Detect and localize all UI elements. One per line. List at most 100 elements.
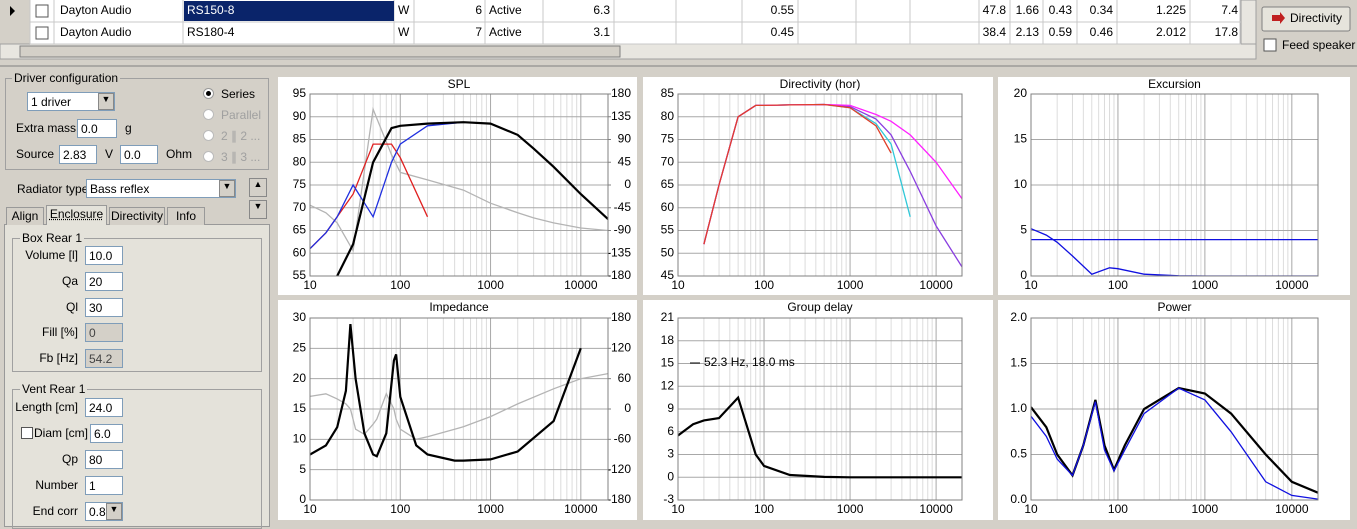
- x-tick-label: 10000: [1275, 502, 1309, 516]
- radiator-select[interactable]: Bass reflex: [86, 179, 236, 198]
- field-readonly: 0: [85, 323, 123, 342]
- field-input[interactable]: 80: [85, 450, 123, 469]
- plot-border: [1030, 93, 1319, 277]
- plot-border: [677, 317, 963, 501]
- table-cell: Active: [489, 25, 522, 39]
- y2-tick-label: -120: [607, 462, 631, 476]
- y2-tick-label: -90: [614, 223, 632, 237]
- y-tick-label: 45: [661, 268, 675, 282]
- table-cell: 3.1: [593, 25, 610, 39]
- tab[interactable]: Align: [6, 207, 44, 225]
- table-cell: 0.43: [1049, 3, 1073, 17]
- series-line: [678, 395, 962, 479]
- group-title: Vent Rear 1: [20, 382, 88, 396]
- field-label: Length [cm]: [15, 400, 78, 414]
- x-tick-label: 10: [671, 278, 685, 292]
- scroll-thumb[interactable]: [19, 45, 621, 58]
- y-tick-label: 70: [293, 200, 307, 214]
- field-input[interactable]: 6.0: [90, 424, 123, 443]
- field-input[interactable]: 10.0: [85, 246, 123, 265]
- dropdown-arrow[interactable]: ▼: [98, 93, 114, 110]
- y-tick-label: 20: [293, 371, 307, 385]
- directivity-button[interactable]: [1261, 6, 1351, 32]
- unit-label: V: [105, 147, 114, 161]
- radio-label[interactable]: Series: [221, 87, 256, 101]
- dropdown-arrow[interactable]: ▼: [106, 503, 122, 520]
- feed-speaker-label[interactable]: Feed speaker: [1282, 38, 1355, 52]
- source-resistance-input[interactable]: 0.0: [120, 145, 158, 164]
- feed-speaker-checkbox[interactable]: [1263, 38, 1277, 52]
- row-checkbox[interactable]: [35, 26, 49, 40]
- field-input[interactable]: 30: [85, 298, 123, 317]
- radio-label[interactable]: 3 ∥ 3 ...: [221, 150, 261, 164]
- y-tick-label: 0.0: [1010, 492, 1027, 506]
- y2-tick-label: 120: [611, 341, 631, 355]
- field-label: Diam [cm]: [34, 426, 88, 440]
- x-tick-label: 100: [754, 278, 774, 292]
- move-down-button[interactable]: ▼: [249, 200, 267, 219]
- y-tick-label: 0: [1020, 268, 1027, 282]
- y-tick-label: 55: [661, 223, 675, 237]
- annotation: 52.3 Hz, 18.0 ms: [704, 355, 795, 369]
- y-tick-label: 90: [293, 109, 307, 123]
- select-value: 1 driver: [31, 95, 72, 109]
- y2-tick-label: 45: [618, 154, 632, 168]
- field-input[interactable]: 24.0: [85, 398, 123, 417]
- y-tick-label: 75: [293, 177, 307, 191]
- vertical-scrollbar[interactable]: [1240, 0, 1257, 45]
- radio-label[interactable]: 2 ∥ 2 ...: [221, 129, 261, 143]
- tab[interactable]: Info: [167, 207, 205, 225]
- x-tick-label: 100: [1108, 502, 1128, 516]
- directivity-button-label[interactable]: Directivity: [1290, 11, 1342, 25]
- x-tick-label: 10000: [564, 502, 598, 516]
- y-tick-label: 55: [293, 268, 307, 282]
- y2-tick-label: 180: [611, 86, 631, 100]
- table-cell: RS180-4: [187, 25, 235, 39]
- y-tick-label: 10: [1014, 177, 1028, 191]
- table-cell: 0.45: [771, 25, 795, 39]
- table-cell: 6: [475, 3, 482, 17]
- dropdown-arrow[interactable]: ▼: [219, 180, 235, 197]
- radio-label[interactable]: Parallel: [221, 108, 262, 122]
- driver-count-select[interactable]: 1 driver: [27, 92, 115, 111]
- table-cell: 1.225: [1156, 3, 1186, 17]
- x-tick-label: 1000: [1192, 502, 1219, 516]
- field-input[interactable]: 20: [85, 272, 123, 291]
- x-tick-label: 100: [754, 502, 774, 516]
- y-tick-label: 15: [1014, 132, 1028, 146]
- radio[interactable]: [203, 151, 214, 162]
- tab-selected[interactable]: Enclosure: [46, 205, 107, 225]
- field-label: Qa: [61, 274, 78, 288]
- table-cell: 47.8: [983, 3, 1007, 17]
- y-tick-label: 25: [293, 341, 307, 355]
- y-tick-label: 3: [667, 447, 674, 461]
- row-checkbox[interactable]: [35, 4, 49, 18]
- y-tick-label: 65: [293, 223, 307, 237]
- table-cell: 7: [475, 25, 482, 39]
- y-tick-label: 15: [661, 356, 675, 370]
- group-title: Driver configuration: [12, 71, 121, 85]
- x-tick-label: 1000: [837, 278, 864, 292]
- plot-border: [677, 93, 963, 277]
- series-line: [703, 103, 892, 245]
- y2-tick-label: 0: [624, 401, 631, 415]
- source-voltage-input[interactable]: 2.83: [59, 145, 97, 164]
- field-input[interactable]: 1: [85, 476, 123, 495]
- series-line: [310, 121, 464, 250]
- radio[interactable]: [203, 109, 214, 120]
- y-tick-label: 1.0: [1010, 401, 1027, 415]
- field-label: End corr: [32, 504, 78, 518]
- x-tick-label: 10000: [564, 278, 598, 292]
- y-tick-label: 6: [667, 424, 674, 438]
- table-cell: 0.59: [1049, 25, 1073, 39]
- move-up-button[interactable]: ▲: [249, 178, 267, 197]
- extra-mass-input[interactable]: 0.0: [77, 119, 117, 138]
- x-tick-label: 10: [671, 502, 685, 516]
- y-tick-label: 12: [661, 378, 675, 392]
- tab[interactable]: Directivity: [109, 207, 165, 225]
- diam-checkbox[interactable]: [21, 427, 33, 439]
- radio[interactable]: [203, 130, 214, 141]
- x-tick-label: 100: [390, 502, 410, 516]
- radio-selected[interactable]: [203, 88, 214, 99]
